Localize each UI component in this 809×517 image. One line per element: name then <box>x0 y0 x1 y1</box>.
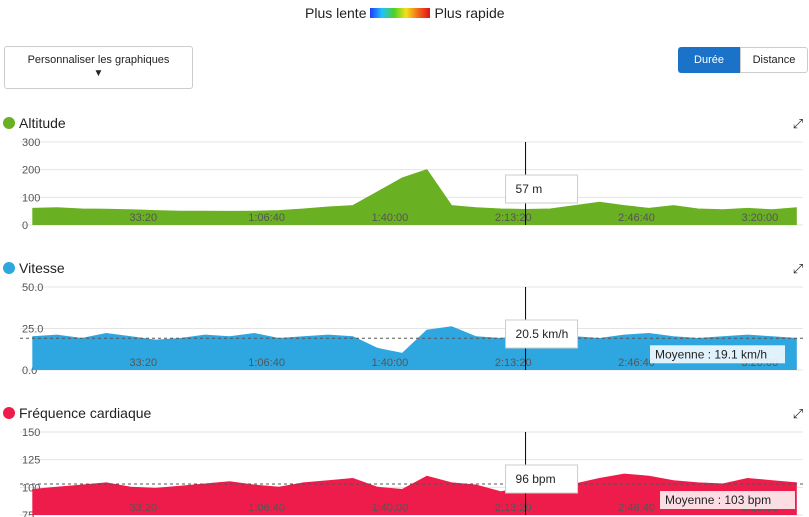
x-tick-label: 33:20 <box>130 357 158 369</box>
x-tick-label: 2:46:40 <box>618 357 655 369</box>
area-fill <box>32 169 797 225</box>
x-tick-label: 1:40:00 <box>372 212 409 224</box>
y-tick-label: 50.0 <box>22 282 43 294</box>
distance-toggle[interactable]: Distance <box>740 47 808 73</box>
average-box <box>650 345 785 364</box>
x-tick-label: 2:13:20 <box>495 357 532 369</box>
x-tick-label: 1:40:00 <box>372 357 409 369</box>
expand-icon: ⤢ <box>793 406 803 421</box>
series-dot <box>3 262 15 274</box>
chart-title: Fréquence cardiaque <box>19 405 152 421</box>
legend-slow: Plus lente <box>305 5 367 21</box>
x-tick-label: 2:46:40 <box>618 502 655 514</box>
y-tick-label: 200 <box>22 165 40 177</box>
x-tick-label: 2:13:20 <box>495 502 532 514</box>
speed-legend: Plus lente Plus rapide <box>305 5 505 21</box>
tooltip-text: 96 bpm <box>516 472 556 486</box>
area-line <box>32 169 797 212</box>
tooltip-box <box>505 174 579 204</box>
expand-icon: ⤢ <box>793 261 803 276</box>
average-label: Moyenne : 103 bpm <box>660 491 795 510</box>
average-box <box>660 491 795 510</box>
legend-fast: Plus rapide <box>434 5 505 21</box>
x-tick-label: 1:06:40 <box>248 502 285 514</box>
tooltip-box <box>505 319 579 349</box>
y-tick-label: 100 <box>22 192 40 204</box>
y-tick-label: 300 <box>22 137 40 149</box>
legend-gradient <box>370 8 431 18</box>
y-tick-label: 25.0 <box>22 324 43 336</box>
y-tick-label: 75 <box>22 510 34 517</box>
area-line <box>32 326 797 354</box>
x-tick-label: 1:06:40 <box>248 212 285 224</box>
tooltip-text: 20.5 km/h <box>516 327 569 341</box>
x-tick-label: 1:06:40 <box>248 357 285 369</box>
y-tick-label: 0 <box>22 220 28 232</box>
duration-toggle[interactable]: Durée <box>678 47 740 73</box>
dropdown-arrow: ▼ <box>93 68 104 79</box>
x-tick-label: 3:20:00 <box>741 212 778 224</box>
x-tick-label: 1:40:00 <box>372 502 409 514</box>
area-fill <box>32 474 797 515</box>
x-tick-label: 2:46:40 <box>618 212 655 224</box>
tooltip-box <box>505 464 579 494</box>
expand-icon: ⤢ <box>793 116 803 131</box>
average-text: Moyenne : 103 bpm <box>665 493 771 507</box>
series-dot <box>3 407 15 419</box>
y-tick-label: 125 <box>22 455 40 467</box>
customize-button[interactable]: Personnaliser les graphiques ▼ <box>4 46 193 89</box>
x-tick-label: 33:20 <box>130 212 158 224</box>
tooltip-text: 57 m <box>516 182 543 196</box>
area-line <box>32 473 797 493</box>
x-tick-label: 2:13:20 <box>495 212 532 224</box>
y-tick-label: 150 <box>22 427 40 439</box>
x-tick-label: 33:20 <box>130 502 158 514</box>
chart-title: Vitesse <box>19 260 65 276</box>
customize-label: Personnaliser les graphiques <box>27 54 170 66</box>
average-label: Moyenne : 19.1 km/h <box>650 345 785 364</box>
average-text: Moyenne : 19.1 km/h <box>655 347 767 361</box>
chart-title: Altitude <box>19 115 66 131</box>
area-fill <box>32 326 797 370</box>
series-dot <box>3 117 15 129</box>
